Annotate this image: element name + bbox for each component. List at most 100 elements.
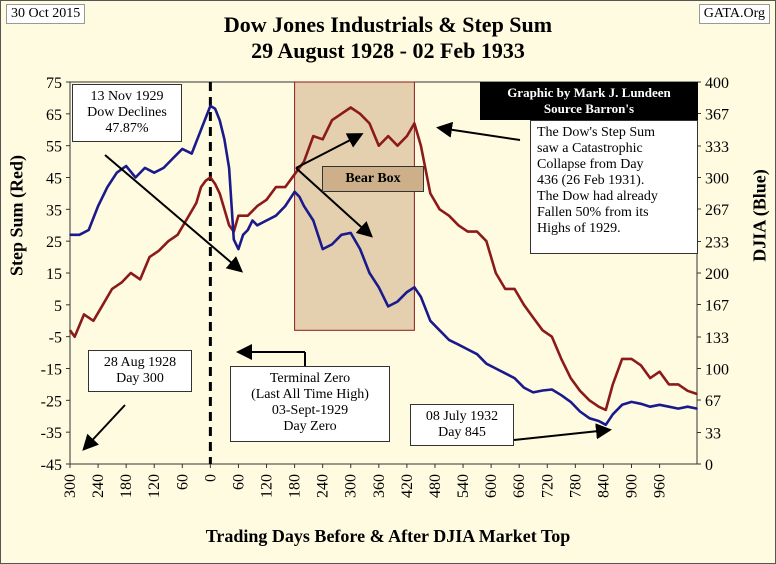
x-tick-label: 660	[511, 474, 528, 498]
step-sum-point	[658, 370, 661, 373]
step-sum-point	[209, 176, 212, 179]
credit-box: Graphic by Mark J. Lundeen Source Barron…	[480, 82, 698, 120]
dow-point	[200, 128, 202, 131]
dow-point	[293, 191, 296, 193]
y-axis-right-label: DJIA (Blue)	[749, 169, 770, 262]
aug1928-note: 28 Aug 1928 Day 300	[88, 350, 192, 392]
y-tick-label-left: -45	[41, 457, 62, 474]
step-sum-point	[120, 281, 123, 284]
step-sum-point	[312, 135, 315, 137]
step-sum-point	[331, 119, 333, 121]
dow-point	[551, 388, 553, 391]
dow-point	[541, 389, 544, 392]
dow-point	[228, 167, 230, 169]
y-tick-label-left: 25	[46, 234, 62, 251]
step-sum-point	[406, 135, 408, 137]
y-tick-label-left: 5	[54, 298, 62, 315]
x-tick-label: 720	[539, 474, 556, 498]
dow-point	[232, 238, 235, 241]
y-tick-label-left: 55	[46, 139, 62, 156]
x-tick-label: 780	[567, 474, 584, 498]
x-tick-label: 180	[118, 474, 135, 498]
step-sum-point	[448, 214, 450, 217]
step-sum-point	[223, 208, 226, 211]
y-tick-label-right: 100	[705, 362, 729, 379]
step-sum-point	[83, 313, 85, 316]
dow-point	[359, 248, 361, 250]
dow-point	[209, 105, 212, 107]
step-sum-point	[378, 144, 380, 147]
dow-point	[321, 248, 324, 250]
step-sum-point	[111, 288, 113, 290]
y-tick-label-left: -35	[41, 425, 62, 442]
step-sum-point	[359, 113, 361, 115]
step-sum-point	[321, 138, 324, 141]
arrow-bear-box-down	[295, 167, 373, 238]
dow-point	[611, 413, 614, 416]
dow-point	[476, 353, 478, 355]
dow-point	[144, 167, 146, 169]
dow-point	[579, 410, 581, 413]
step-sum-point	[466, 230, 469, 233]
dow-point	[485, 362, 488, 365]
dow-point	[658, 403, 661, 406]
y-tick-label-right: 333	[705, 139, 729, 156]
step-sum-point	[284, 186, 287, 188]
y-tick-label-left: 15	[46, 266, 62, 283]
step-sum-point	[139, 278, 141, 281]
step-sum-point	[640, 364, 642, 367]
x-tick-label: 300	[62, 474, 79, 498]
step-sum-point	[214, 183, 216, 185]
x-tick-label: 120	[146, 474, 163, 498]
x-axis-label: Trading Days Before & After DJIA Market …	[205, 526, 571, 546]
july1932-note: 08 July 1932 Day 845	[410, 404, 514, 446]
dow-point	[242, 234, 244, 236]
dow-point	[368, 272, 371, 274]
dow-point	[677, 407, 680, 410]
dow-point	[457, 343, 460, 346]
y-tick-label-left: 65	[46, 107, 62, 124]
dow-point	[331, 243, 333, 246]
step-sum-point	[457, 224, 460, 227]
x-tick-label: 0	[202, 474, 219, 482]
step-sum-point	[92, 319, 95, 322]
step-sum-point	[494, 272, 497, 274]
dow-point	[298, 195, 301, 198]
dow-point	[413, 286, 416, 289]
dow-point	[87, 229, 90, 231]
dow-point	[396, 300, 399, 303]
step-sum-point	[677, 383, 680, 386]
step-sum-point	[485, 240, 488, 242]
step-sum-point	[611, 383, 614, 386]
date-stamp: 30 Oct 2015	[6, 4, 86, 24]
y-tick-label-left: 75	[46, 75, 62, 92]
step-sum-point	[630, 358, 633, 360]
step-sum-point	[588, 399, 591, 402]
dow-point	[223, 138, 226, 141]
arrow-catastrophic	[436, 121, 521, 141]
x-tick-label: 240	[315, 474, 332, 498]
dow-point	[125, 165, 127, 167]
step-sum-point	[228, 224, 230, 227]
step-sum-point	[69, 329, 71, 332]
y-tick-label-right: 33	[705, 425, 721, 442]
step-sum-point	[560, 358, 563, 360]
y-tick-label-right: 267	[705, 202, 729, 219]
x-tick-label: 120	[259, 474, 276, 498]
step-sum-point	[368, 122, 371, 125]
step-sum-point	[413, 122, 416, 125]
dow-point	[640, 403, 642, 405]
dow-point	[504, 372, 506, 375]
step-sum-point	[256, 205, 258, 207]
dow-point	[265, 219, 268, 222]
dow-point	[569, 401, 572, 403]
step-sum-point	[513, 288, 516, 290]
step-sum-point	[420, 144, 422, 147]
chart-title-line2: 29 August 1928 - 02 Feb 1933	[251, 38, 525, 63]
y-tick-label-right: 200	[705, 266, 729, 283]
dow-point	[429, 319, 432, 322]
dow-point	[630, 401, 633, 403]
dow-point	[466, 348, 469, 351]
dow-point	[696, 407, 698, 410]
dow-point	[686, 405, 689, 408]
